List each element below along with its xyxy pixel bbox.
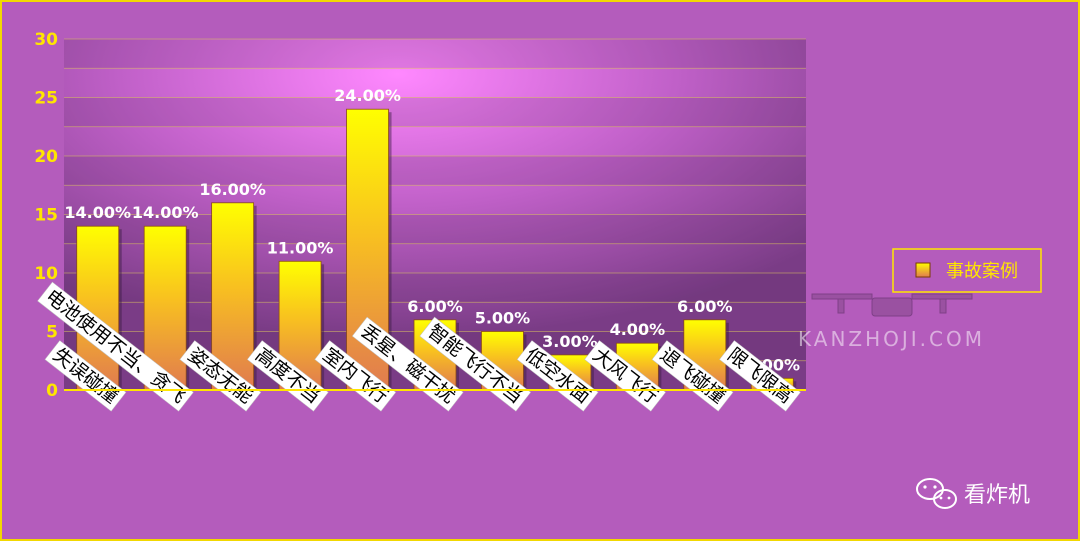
watermark-text: KANZHOJI.COM: [798, 327, 985, 351]
category-label-box: [584, 340, 666, 412]
y-tick-label: 5: [46, 323, 58, 343]
brand-text: 看炸机: [964, 483, 1030, 508]
drone-icon: [811, 293, 973, 317]
category-label-box: [179, 340, 262, 412]
data-label: 24.00%: [334, 86, 401, 105]
plot-band: [64, 156, 806, 186]
y-tick-label: 0: [46, 381, 58, 401]
category-label-box: [44, 340, 127, 412]
y-tick-label: 25: [34, 89, 58, 109]
data-label: 14.00%: [64, 203, 131, 222]
category-label-box: [351, 316, 464, 412]
category-label-box: [651, 340, 734, 412]
category-label-box: [314, 340, 397, 412]
legend-label: 事故案例: [946, 261, 1018, 282]
y-tick-label: 20: [34, 147, 58, 167]
y-tick-label: 30: [34, 30, 58, 50]
bar: [211, 202, 255, 391]
brand: 看炸机: [916, 478, 1030, 509]
legend-swatch: [915, 262, 931, 278]
data-label: 4.00%: [610, 320, 666, 339]
category-label-box: [37, 281, 194, 412]
data-label: 11.00%: [267, 238, 334, 257]
legend: 事故案例: [892, 248, 1042, 293]
category-label-box: [516, 340, 599, 412]
data-label: 14.00%: [132, 203, 199, 222]
plot-band: [64, 39, 806, 69]
data-label: 3.00%: [542, 332, 598, 351]
wechat-icon: [916, 478, 957, 509]
y-tick-label: 15: [34, 206, 58, 226]
category-label-box: [419, 316, 532, 412]
plot-band: [64, 214, 806, 244]
y-tick-label: 10: [34, 264, 58, 284]
plot-band: [64, 273, 806, 303]
plot-band: [64, 97, 806, 127]
category-label-box: [719, 340, 801, 412]
data-label: 6.00%: [407, 297, 463, 316]
data-label: 5.00%: [475, 309, 531, 328]
data-label: 6.00%: [677, 297, 733, 316]
watermark: KANZHOJI.COM: [798, 293, 985, 351]
category-label-box: [246, 340, 329, 412]
data-label: 16.00%: [199, 180, 266, 199]
